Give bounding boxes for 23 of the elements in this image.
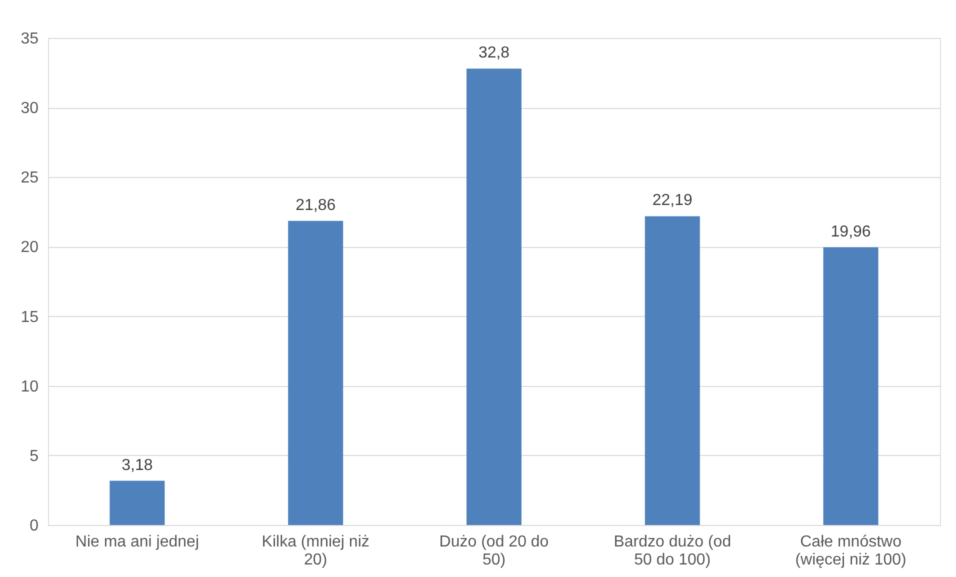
y-tick-label: 20 (20, 239, 39, 256)
data-label: 22,19 (652, 192, 693, 210)
y-tick-label: 35 (20, 30, 39, 48)
y-tick-label: 25 (20, 170, 39, 187)
data-label: 19,96 (830, 223, 871, 240)
y-tick-label: 10 (20, 378, 39, 396)
y-tick-label: 5 (30, 448, 39, 465)
x-tick-label: Nie ma ani jednej (75, 534, 200, 550)
data-label: 32,8 (478, 44, 510, 62)
y-tick-label: 30 (20, 100, 39, 118)
bar (644, 216, 700, 525)
x-tick-label: Bardzo dużo (od 50 do 100) (614, 534, 732, 568)
bar (110, 480, 165, 525)
x-tick-label: Kilka (mniej niż 20) (262, 534, 370, 568)
data-label: 3,18 (122, 456, 153, 474)
x-tick-label: Dużo (od 20 do 50) (439, 534, 549, 568)
bar (288, 220, 344, 525)
y-tick-label: 15 (20, 308, 39, 326)
y-tick-label: 0 (30, 518, 39, 534)
bar (823, 247, 878, 525)
data-label: 21,86 (296, 196, 336, 214)
x-tick-label: Całe mnóstwo (więcej niż 100) (795, 534, 906, 568)
bar (466, 68, 522, 525)
